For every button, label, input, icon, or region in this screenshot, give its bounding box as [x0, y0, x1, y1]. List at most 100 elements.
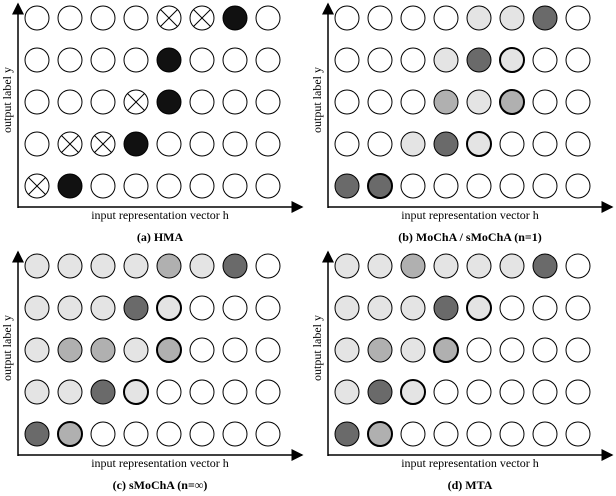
node [433, 47, 459, 73]
node [499, 421, 525, 447]
node [57, 421, 83, 447]
y-axis-label: output label y [310, 67, 324, 133]
node [367, 173, 393, 199]
node [24, 89, 50, 115]
node [189, 379, 215, 405]
node [433, 173, 459, 199]
node [532, 89, 558, 115]
node [156, 89, 182, 115]
node [466, 47, 492, 73]
node [156, 253, 182, 279]
node [90, 89, 116, 115]
node [367, 295, 393, 321]
node [532, 5, 558, 31]
node [57, 47, 83, 73]
node [90, 421, 116, 447]
node [532, 379, 558, 405]
node [222, 421, 248, 447]
node [400, 5, 426, 31]
node [433, 253, 459, 279]
node [24, 47, 50, 73]
node [433, 131, 459, 157]
node [90, 295, 116, 321]
node [123, 421, 149, 447]
caption: (b) MoChA / sMoChA (n=1) [398, 230, 542, 244]
node [156, 131, 182, 157]
node [189, 131, 215, 157]
node [123, 5, 149, 31]
cross [193, 9, 211, 27]
node [123, 337, 149, 363]
node [24, 421, 50, 447]
x-axis-label: input representation vector h [91, 208, 229, 222]
node [367, 131, 393, 157]
node [400, 379, 426, 405]
node [532, 337, 558, 363]
node [334, 337, 360, 363]
node [499, 379, 525, 405]
node [565, 337, 591, 363]
node [433, 5, 459, 31]
x-axis-label: input representation vector h [401, 456, 539, 470]
node [189, 173, 215, 199]
node [565, 253, 591, 279]
node [24, 337, 50, 363]
node [57, 253, 83, 279]
node [532, 131, 558, 157]
node [532, 47, 558, 73]
node [222, 131, 248, 157]
node [222, 379, 248, 405]
node [334, 131, 360, 157]
node [400, 89, 426, 115]
node [334, 379, 360, 405]
node [90, 253, 116, 279]
node [499, 47, 525, 73]
node [466, 337, 492, 363]
node [255, 337, 281, 363]
node [90, 173, 116, 199]
node [565, 5, 591, 31]
node [189, 253, 215, 279]
node [57, 379, 83, 405]
node [334, 253, 360, 279]
node [565, 89, 591, 115]
node [400, 173, 426, 199]
node [123, 295, 149, 321]
caption: (d) MTA [448, 478, 493, 492]
node [255, 421, 281, 447]
node [156, 173, 182, 199]
y-axis-label: output label y [0, 315, 14, 381]
node [367, 5, 393, 31]
node [255, 47, 281, 73]
node [255, 379, 281, 405]
node [189, 295, 215, 321]
node [466, 173, 492, 199]
node [57, 173, 83, 199]
y-axis-label: output label y [0, 67, 14, 133]
node [57, 295, 83, 321]
node [565, 47, 591, 73]
node [189, 47, 215, 73]
node [400, 47, 426, 73]
node [433, 421, 459, 447]
node [499, 173, 525, 199]
node [123, 131, 149, 157]
node [57, 89, 83, 115]
node [400, 295, 426, 321]
node [466, 379, 492, 405]
y-axis-label: output label y [310, 315, 324, 381]
node [400, 337, 426, 363]
node [123, 47, 149, 73]
node [532, 173, 558, 199]
node [466, 5, 492, 31]
node [532, 295, 558, 321]
node [466, 421, 492, 447]
node [466, 295, 492, 321]
node [24, 295, 50, 321]
node [499, 5, 525, 31]
node [222, 295, 248, 321]
node [24, 131, 50, 157]
node [90, 5, 116, 31]
node [565, 379, 591, 405]
node [255, 295, 281, 321]
